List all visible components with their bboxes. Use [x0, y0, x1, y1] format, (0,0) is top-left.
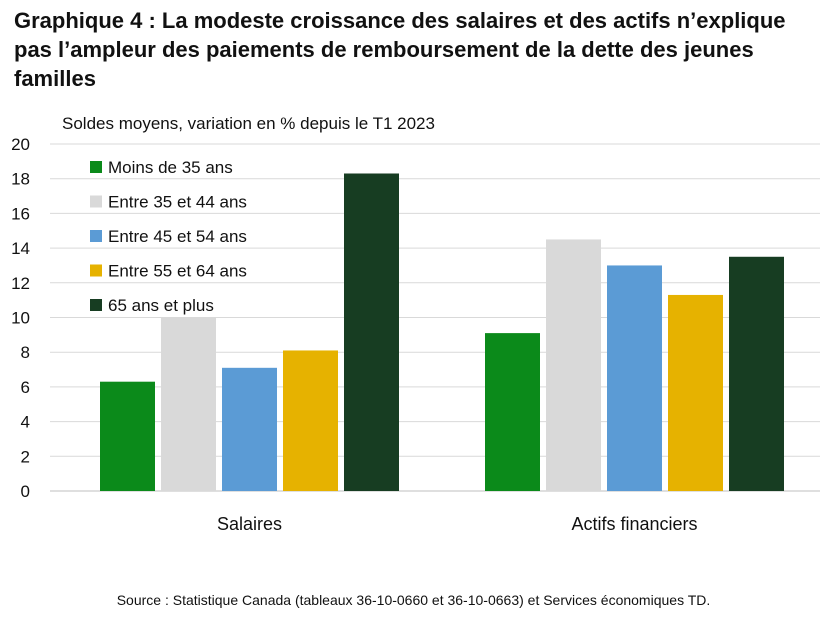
bar — [222, 367, 277, 491]
y-tick-label: 0 — [21, 482, 30, 501]
legend-label: 65 ans et plus — [108, 296, 214, 315]
source-note: Source : Statistique Canada (tableaux 36… — [116, 592, 711, 608]
legend-swatch — [90, 161, 102, 173]
bar — [668, 294, 723, 491]
legend-label: Entre 55 et 64 ans — [108, 262, 247, 281]
bar — [485, 333, 540, 491]
y-axis-label: Soldes moyens, variation en % depuis le … — [62, 114, 435, 133]
y-tick-label: 12 — [11, 274, 30, 293]
legend-swatch — [90, 299, 102, 311]
y-tick-label: 2 — [21, 447, 30, 466]
bar — [161, 317, 216, 491]
bar — [546, 239, 601, 491]
legend-label: Entre 45 et 54 ans — [108, 227, 247, 246]
chart-title: Graphique 4 : La modeste croissance des … — [14, 8, 786, 91]
legend-swatch — [90, 230, 102, 242]
y-tick-label: 4 — [21, 413, 30, 432]
y-tick-label: 20 — [11, 135, 30, 154]
category-labels: Salaires Actifs financiers — [217, 514, 698, 534]
bars — [100, 173, 784, 491]
x-category-label: Actifs financiers — [571, 514, 697, 534]
bar — [729, 256, 784, 491]
x-category-label: Salaires — [217, 514, 282, 534]
bar — [100, 381, 155, 491]
y-tick-label: 16 — [11, 204, 30, 223]
legend-label: Moins de 35 ans — [108, 158, 233, 177]
y-tick-label: 6 — [21, 378, 30, 397]
y-axis-ticks: 0 2 4 6 8 10 12 14 16 18 20 — [11, 135, 30, 501]
y-tick-label: 18 — [11, 170, 30, 189]
y-tick-label: 10 — [11, 309, 30, 328]
bar — [283, 350, 338, 491]
legend: Moins de 35 ans Entre 35 et 44 ans Entre 4… — [90, 158, 247, 315]
legend-swatch — [90, 264, 102, 277]
y-tick-label: 14 — [11, 239, 30, 258]
bar — [607, 265, 662, 491]
legend-label: Entre 35 et 44 ans — [108, 193, 247, 212]
legend-swatch — [90, 195, 102, 208]
bar — [344, 173, 399, 491]
y-tick-label: 8 — [21, 343, 30, 362]
